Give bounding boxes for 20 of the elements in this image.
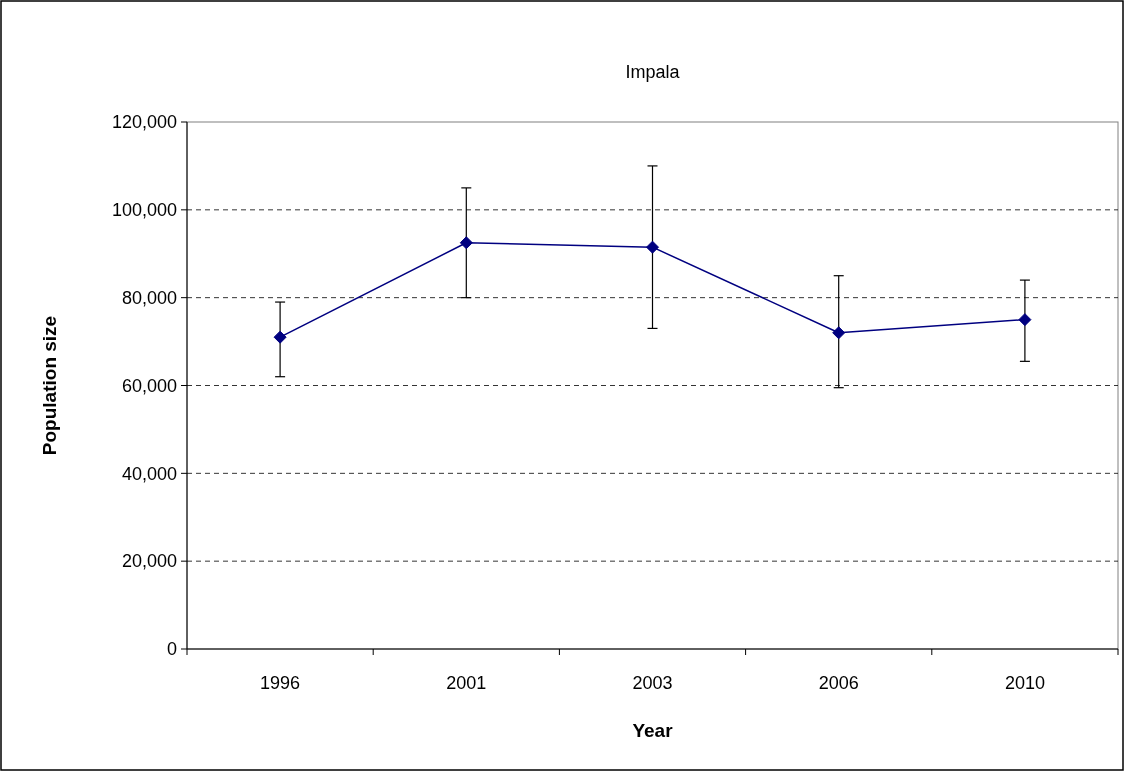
point xyxy=(273,330,287,344)
chart-title: Impala xyxy=(625,62,681,82)
y-tick-label: 120,000 xyxy=(111,112,177,133)
y-tick-label: 20,000 xyxy=(121,551,177,572)
x-tick-label: 2001 xyxy=(446,673,487,693)
y-tick-label: 0 xyxy=(166,639,177,660)
x-tick-label: 2003 xyxy=(632,673,673,693)
y-tick-label: 60,000 xyxy=(121,375,177,396)
y-tick-label: 80,000 xyxy=(121,287,177,308)
point xyxy=(832,326,846,340)
point xyxy=(459,236,473,250)
x-tick-label: 2006 xyxy=(818,673,859,693)
y-tick-label: 100,000 xyxy=(111,200,177,221)
x-tick-label: 2010 xyxy=(1004,673,1045,693)
x-tick-label: 1996 xyxy=(260,673,301,693)
point xyxy=(646,240,659,254)
x-axis-title: Year xyxy=(632,720,674,741)
point xyxy=(1018,313,1032,327)
y-axis-title: Population size xyxy=(39,315,60,456)
y-tick-label: 40,000 xyxy=(121,463,177,484)
